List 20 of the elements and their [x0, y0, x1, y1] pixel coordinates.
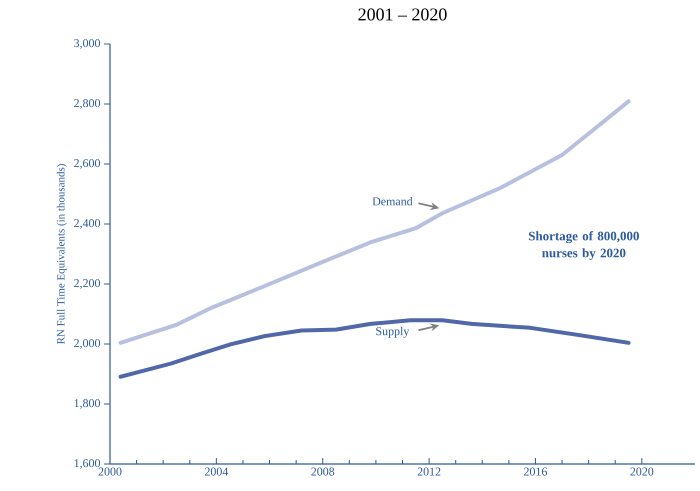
x-tick-label: 2008	[311, 468, 334, 476]
chart-title: 2001 – 2020	[358, 8, 447, 20]
y-tick-label: 2,600	[74, 159, 100, 169]
x-tick-label: 2000	[98, 468, 122, 476]
x-tick-label: 2004	[204, 468, 228, 476]
x-tick-label: 2016	[524, 468, 548, 476]
y-tick-label: 2,800	[74, 99, 100, 109]
y-tick-label: 2,200	[74, 279, 100, 289]
line-series	[118, 318, 631, 379]
annotation: Shortage of 800,000 nurses by 2020	[528, 231, 639, 260]
x-tick-label: 2012	[418, 468, 440, 476]
y-tick-label: 2,000	[74, 339, 100, 349]
y-axis-title: RN Full Time Equivalents (in thousands)	[56, 164, 67, 344]
y-tick-label: 1,600	[74, 459, 100, 469]
x-tick-label: 2020	[630, 468, 654, 476]
series-label: Demand	[372, 196, 412, 206]
y-tick-label: 3,000	[74, 39, 100, 49]
series-label: Supply	[376, 326, 410, 338]
y-tick-label: 2,400	[74, 219, 100, 229]
y-tick-label: 1,800	[74, 399, 100, 409]
